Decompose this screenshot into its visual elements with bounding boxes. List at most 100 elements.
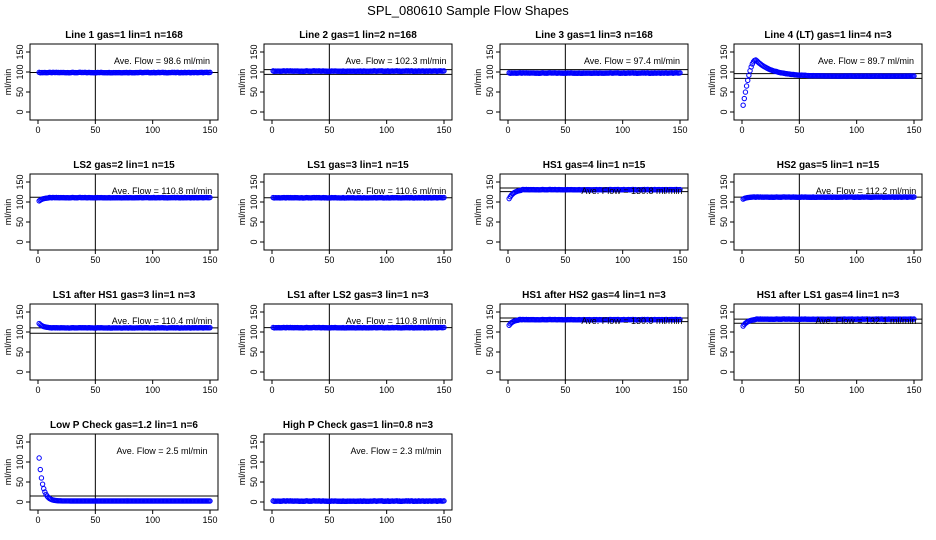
panel-title: Line 2 gas=1 lin=2 n=168: [299, 30, 417, 41]
panel: Line 3 gas=1 lin=3 n=168 0 50 100 150 0 50 100 1…: [473, 30, 689, 135]
y-tick-label: 50: [249, 217, 259, 227]
x-tick-label: 50: [324, 255, 334, 265]
data-point: [748, 64, 754, 70]
plot-frame: [29, 173, 219, 251]
figure-title: SPL_080610 Sample Flow Shapes: [367, 3, 569, 18]
x-tick-label: 100: [145, 255, 160, 265]
x-tick-label: 100: [615, 255, 630, 265]
y-tick-label: 100: [249, 454, 259, 469]
x-tick-label: 0: [739, 255, 744, 265]
panel-title: LS2 gas=2 lin=1 n=15: [73, 160, 175, 171]
plot-frame: [499, 43, 689, 121]
panels: Line 1 gas=1 lin=1 n=168 0 50 100 150 0 50 100 1…: [3, 30, 923, 525]
y-tick-label: 100: [719, 194, 729, 209]
x-tick-label: 0: [739, 385, 744, 395]
y-axis-label: ml/min: [707, 199, 717, 226]
y-tick-label: 150: [249, 44, 259, 59]
panel: High P Check gas=1 lin=0.8 n=3 0 50 100 150 0…: [237, 420, 453, 525]
y-axis-label: ml/min: [3, 199, 13, 226]
data-point: [677, 70, 683, 76]
y-tick-label: 0: [485, 239, 495, 244]
x-tick-label: 150: [906, 255, 921, 265]
y-axis-label: ml/min: [707, 329, 717, 356]
average-flow-label: Ave. Flow = 98.6 ml/min: [114, 56, 210, 66]
y-tick-label: 0: [719, 109, 729, 114]
y-axis-label: ml/min: [237, 329, 247, 356]
y-tick-label: 100: [485, 64, 495, 79]
y-tick-label: 100: [249, 64, 259, 79]
y-axis-label: ml/min: [3, 459, 13, 486]
panel-title: HS1 gas=4 lin=1 n=15: [543, 160, 646, 171]
y-axis-label: ml/min: [3, 329, 13, 356]
data-point: [207, 69, 213, 76]
panel-title: Line 1 gas=1 lin=1 n=168: [65, 30, 183, 41]
x-tick-label: 150: [202, 515, 217, 525]
data-point: [911, 194, 917, 200]
y-tick-label: 0: [249, 239, 259, 244]
panel: HS2 gas=5 lin=1 n=150 50 100 150050100150ml…: [707, 160, 923, 265]
x-tick-label: 50: [794, 125, 804, 135]
plot-frame: [29, 43, 219, 121]
y-tick-label: 50: [15, 87, 25, 97]
x-tick-label: 50: [794, 255, 804, 265]
x-tick-label: 0: [269, 255, 274, 265]
plot-frame: [263, 303, 453, 381]
x-tick-label: 150: [672, 125, 687, 135]
x-tick-label: 0: [505, 125, 510, 135]
y-tick-label: 150: [249, 304, 259, 319]
panel-title: HS2 gas=5 lin=1 n=15: [777, 160, 880, 171]
x-tick-label: 50: [560, 125, 570, 135]
panel: Line 2 gas=1 lin=2 n=168 0 50 100 150 0 50 100 1…: [237, 30, 453, 135]
y-tick-label: 0: [15, 499, 25, 504]
x-tick-label: 50: [324, 125, 334, 135]
average-flow-label: Ave. Flow = 110.8 ml/min: [112, 186, 212, 196]
x-tick-label: 0: [739, 125, 744, 135]
y-tick-label: 50: [719, 87, 729, 97]
average-flow-label: Ave. Flow = 89.7 ml/min: [818, 56, 914, 66]
x-tick-label: 100: [379, 385, 394, 395]
panel-title: LS1 after HS1 gas=3 lin=1 n=3: [53, 290, 196, 301]
average-flow-label: Ave. Flow = 97.4 ml/min: [584, 56, 680, 66]
y-tick-label: 100: [485, 194, 495, 209]
average-flow-label: Ave. Flow = 110.6 ml/min: [346, 186, 446, 196]
x-tick-label: 150: [436, 385, 451, 395]
y-tick-label: 0: [485, 109, 495, 114]
y-tick-label: 150: [15, 434, 25, 449]
y-tick-label: 150: [719, 304, 729, 319]
y-tick-label: 0: [719, 239, 729, 244]
y-tick-label: 0: [15, 109, 25, 114]
panel-title: HS1 after HS2 gas=4 lin=1 n=3: [522, 290, 666, 301]
plot-frame: [263, 173, 453, 251]
panel: LS1 after HS1 gas=3 lin=1 n=3 0 50 100 150 0 5…: [3, 290, 219, 395]
data-point: [41, 485, 47, 492]
plot-frame: [29, 433, 219, 511]
x-tick-label: 50: [560, 385, 570, 395]
average-flow-label: Ave. Flow = 110.4 ml/min: [112, 316, 212, 326]
average-flow-label: Ave. Flow = 110.8 ml/min: [346, 316, 446, 326]
x-tick-label: 0: [35, 255, 40, 265]
x-tick-label: 150: [672, 255, 687, 265]
panel: HS1 after LS1 gas=4 lin=1 n=3 0 50 100 150 0 5…: [707, 290, 923, 395]
y-tick-label: 50: [15, 217, 25, 227]
y-tick-label: 0: [249, 109, 259, 114]
y-axis-label: ml/min: [237, 69, 247, 96]
x-tick-label: 50: [324, 515, 334, 525]
y-axis-label: ml/min: [707, 69, 717, 96]
x-tick-label: 100: [849, 385, 864, 395]
y-tick-label: 0: [15, 239, 25, 244]
data-point: [740, 102, 746, 108]
data-point: [207, 324, 213, 331]
y-axis-label: ml/min: [3, 69, 13, 96]
x-tick-label: 50: [90, 255, 100, 265]
data-point: [207, 194, 213, 201]
x-tick-label: 150: [202, 125, 217, 135]
x-tick-label: 100: [145, 515, 160, 525]
y-tick-label: 150: [485, 304, 495, 319]
data-point: [207, 498, 213, 504]
data-point: [441, 68, 447, 74]
x-tick-label: 0: [269, 385, 274, 395]
data-point: [742, 89, 749, 95]
x-tick-label: 100: [849, 255, 864, 265]
y-tick-label: 50: [249, 87, 259, 97]
